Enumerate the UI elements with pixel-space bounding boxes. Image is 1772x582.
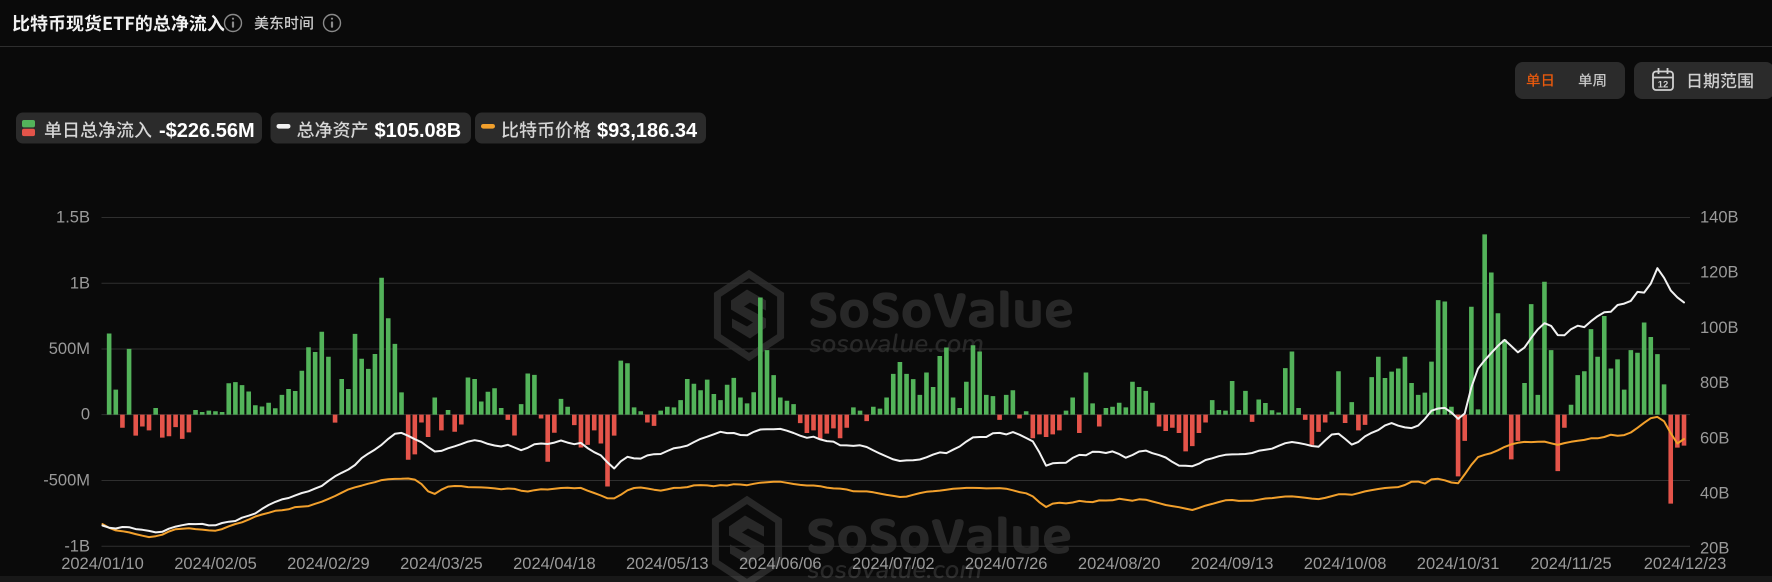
svg-text:100B: 100B <box>1700 319 1739 337</box>
svg-text:140B: 140B <box>1700 209 1739 227</box>
svg-text:2024/05/13: 2024/05/13 <box>626 555 709 573</box>
svg-text:1.5B: 1.5B <box>56 209 90 227</box>
svg-text:-$226.56M: -$226.56M <box>159 120 255 142</box>
svg-text:2024/12/23: 2024/12/23 <box>1644 555 1727 573</box>
svg-text:$105.08B: $105.08B <box>375 120 462 142</box>
svg-text:2024/09/13: 2024/09/13 <box>1191 555 1274 573</box>
svg-text:2024/04/18: 2024/04/18 <box>513 555 596 573</box>
svg-text:2024/10/08: 2024/10/08 <box>1304 555 1387 573</box>
svg-text:$93,186.34: $93,186.34 <box>597 120 698 142</box>
svg-text:2024/01/10: 2024/01/10 <box>61 555 144 573</box>
svg-text:2024/10/31: 2024/10/31 <box>1417 555 1500 573</box>
svg-text:2024/07/02: 2024/07/02 <box>852 555 935 573</box>
svg-text:2024/02/05: 2024/02/05 <box>174 555 257 573</box>
svg-text:-1B: -1B <box>64 537 90 555</box>
svg-text:80B: 80B <box>1700 374 1729 392</box>
svg-text:2024/08/20: 2024/08/20 <box>1078 555 1161 573</box>
svg-text:-500M: -500M <box>43 472 90 490</box>
svg-text:500M: 500M <box>49 340 90 358</box>
svg-text:2024/03/25: 2024/03/25 <box>400 555 483 573</box>
svg-text:2024/02/29: 2024/02/29 <box>287 555 370 573</box>
svg-text:20B: 20B <box>1700 540 1729 558</box>
svg-text:1B: 1B <box>70 274 90 292</box>
svg-text:0: 0 <box>81 406 90 424</box>
svg-text:120B: 120B <box>1700 264 1739 282</box>
svg-text:60B: 60B <box>1700 429 1729 447</box>
svg-text:40B: 40B <box>1700 485 1729 503</box>
svg-text:2024/07/26: 2024/07/26 <box>965 555 1048 573</box>
svg-text:2024/11/25: 2024/11/25 <box>1530 555 1611 573</box>
svg-text:2024/06/06: 2024/06/06 <box>739 555 822 573</box>
